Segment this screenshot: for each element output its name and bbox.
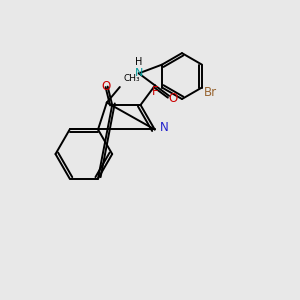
Text: O: O — [168, 92, 178, 105]
Text: CH₃: CH₃ — [123, 74, 140, 83]
Text: O: O — [102, 80, 111, 93]
Text: F: F — [152, 85, 159, 98]
Text: N: N — [160, 121, 168, 134]
Text: Br: Br — [204, 86, 217, 99]
Text: N: N — [135, 68, 143, 78]
Text: H: H — [135, 57, 142, 68]
